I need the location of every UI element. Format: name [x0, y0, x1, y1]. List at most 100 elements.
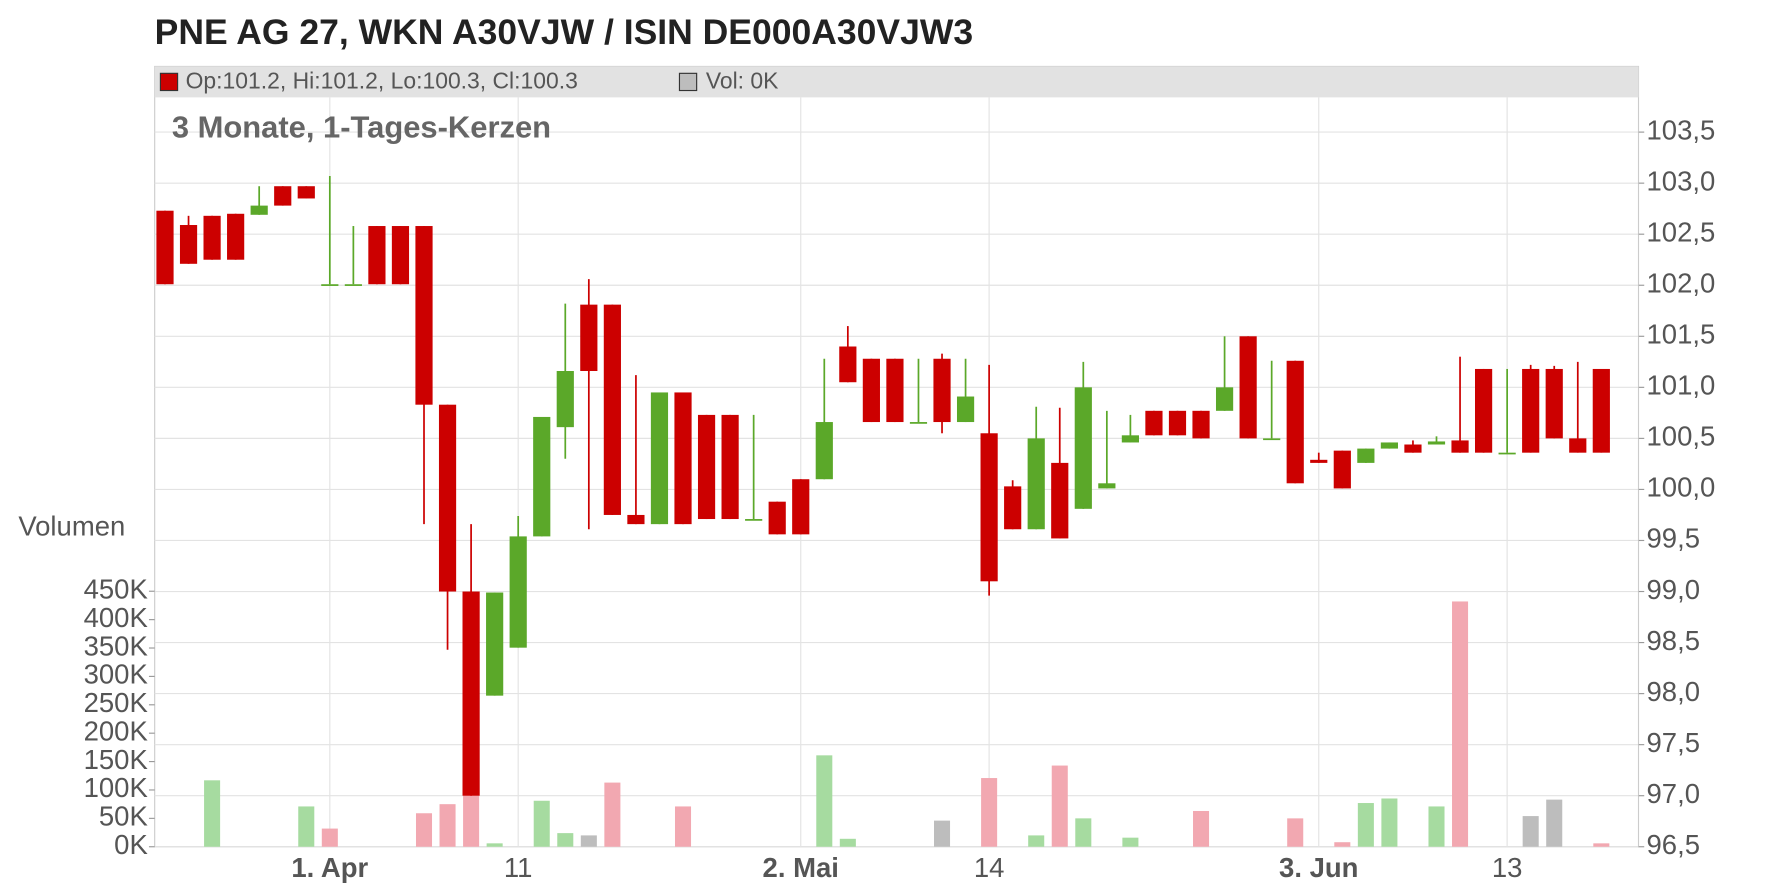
candle-body	[1380, 442, 1398, 449]
volume-tick-label: 300K	[84, 659, 149, 690]
subtitle: 3 Monate, 1-Tages-Kerzen	[172, 110, 551, 145]
candle-body	[486, 592, 504, 696]
y-tick-label: 99,5	[1647, 523, 1701, 554]
candle-body	[250, 205, 268, 215]
candle-body	[839, 346, 857, 383]
volume-tick-label: 50K	[99, 801, 149, 832]
y-tick-label: 103,0	[1647, 165, 1716, 196]
candle-body	[1357, 448, 1375, 463]
volume-bar	[839, 838, 856, 847]
y-tick-label: 96,5	[1647, 829, 1701, 860]
y-tick-label: 100,0	[1647, 472, 1716, 503]
volume-bar	[557, 833, 574, 847]
y-tick-label: 100,5	[1647, 421, 1716, 452]
x-tick-label: 11	[504, 852, 533, 883]
candle-body	[980, 433, 998, 582]
y-tick-label: 98,0	[1647, 676, 1701, 707]
y-tick-label: 101,5	[1647, 319, 1716, 350]
candle-body	[1051, 462, 1069, 539]
volume-bar	[580, 835, 597, 847]
candle-body	[909, 422, 928, 424]
volume-tick-label: 100K	[84, 772, 149, 803]
x-tick-label: 13	[1492, 852, 1523, 883]
volume-bar	[1334, 842, 1351, 847]
volume-bar	[1593, 843, 1610, 847]
candle-body	[556, 371, 574, 428]
candle-body	[1427, 441, 1446, 445]
candle-body	[179, 225, 198, 264]
volume-bar	[1287, 818, 1304, 847]
volume-bar	[1075, 818, 1092, 847]
volume-bar	[533, 800, 550, 847]
candle-body	[580, 304, 598, 372]
volume-bar	[415, 813, 433, 847]
volume-bar	[1357, 803, 1374, 847]
candle-body	[156, 210, 174, 285]
candle-body	[227, 213, 245, 260]
candle-body	[462, 591, 480, 796]
candle-body	[862, 358, 880, 423]
candle-body	[415, 226, 433, 405]
candle-body	[674, 392, 692, 525]
candle-body	[1569, 438, 1587, 453]
volume-bar	[204, 780, 221, 847]
candle-body	[745, 519, 763, 521]
volume-bar	[1546, 799, 1563, 847]
volume-bar	[1452, 601, 1469, 847]
candle-body	[1145, 410, 1163, 436]
candle-body	[1474, 368, 1493, 453]
candle-body	[1404, 444, 1422, 453]
y-tick-label: 103,5	[1647, 114, 1716, 145]
volume-bar	[674, 806, 692, 847]
candle-body	[650, 392, 669, 525]
volume-bar	[1028, 835, 1045, 847]
y-tick-label: 102,0	[1647, 268, 1716, 299]
candle-body	[368, 226, 386, 285]
volume-bar	[321, 828, 338, 847]
candle-body	[297, 186, 315, 199]
volume-bar	[934, 820, 951, 847]
volume-bar	[1122, 837, 1139, 847]
y-tick-label: 99,0	[1647, 574, 1701, 605]
candle-body	[391, 226, 410, 285]
candle-body	[203, 215, 221, 260]
candle-body	[1192, 410, 1210, 439]
candle-body	[1310, 459, 1328, 463]
candle-body	[1333, 450, 1351, 489]
legend-swatch	[159, 72, 179, 92]
candle-body	[1545, 368, 1563, 439]
volume-bar	[1428, 806, 1445, 847]
candle-body	[1263, 438, 1281, 441]
candle-body	[768, 501, 786, 535]
volume-bar	[1051, 765, 1068, 847]
candle-body	[1027, 438, 1045, 530]
chart-title: PNE AG 27, WKN A30VJW / ISIN DE000A30VJW…	[155, 12, 973, 52]
marks	[156, 176, 1610, 847]
volume-bar	[298, 806, 315, 847]
x-tick-label: 1. Apr	[291, 852, 368, 883]
x-tick-label: 14	[974, 852, 1005, 883]
volume-tick-label: 350K	[84, 630, 149, 661]
y-tick-label: 98,5	[1647, 625, 1701, 656]
x-tick-label: 2. Mai	[763, 852, 839, 883]
volume-bar	[981, 778, 998, 847]
candle-body	[886, 358, 904, 423]
volume-bar	[604, 782, 621, 847]
candle-body	[933, 358, 951, 423]
candle-body	[1239, 336, 1257, 439]
y-tick-label: 97,0	[1647, 778, 1701, 809]
candle-body	[344, 284, 362, 286]
candle-body	[792, 479, 810, 535]
candle-body	[956, 396, 975, 423]
candle-body	[1215, 387, 1234, 411]
candle-body	[1168, 410, 1187, 436]
candle-body	[1498, 452, 1516, 455]
candle-body	[603, 304, 621, 515]
legend-ohlc: Op:101.2, Hi:101.2, Lo:100.3, Cl:100.3	[186, 68, 578, 94]
volume-tick-label: 250K	[84, 687, 149, 718]
legend-bar	[154, 66, 1639, 98]
volume-bar	[1522, 816, 1539, 847]
candle-body	[1098, 483, 1116, 489]
volume-tick-label: 450K	[84, 574, 149, 605]
candle-body	[1074, 387, 1092, 509]
